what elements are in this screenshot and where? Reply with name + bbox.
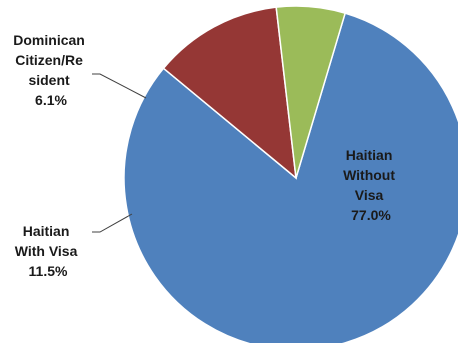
slice-label-dominican: Dominican Citizen/Re sident 6.1% (13, 32, 88, 108)
leader-line-dominican (92, 73, 147, 99)
slice-haitian-with-visa (162, 6, 297, 180)
leader-line-haitian-with-visa (92, 213, 133, 233)
slice-label-haitian-with-visa: Haitian With Visa 11.5% (15, 223, 82, 279)
leader-lines (92, 73, 147, 233)
slice-label-haitian-without-visa: Haitian Without Visa 77.0% (343, 147, 399, 223)
pie-slices (123, 5, 458, 343)
slice-dominican (275, 5, 347, 179)
